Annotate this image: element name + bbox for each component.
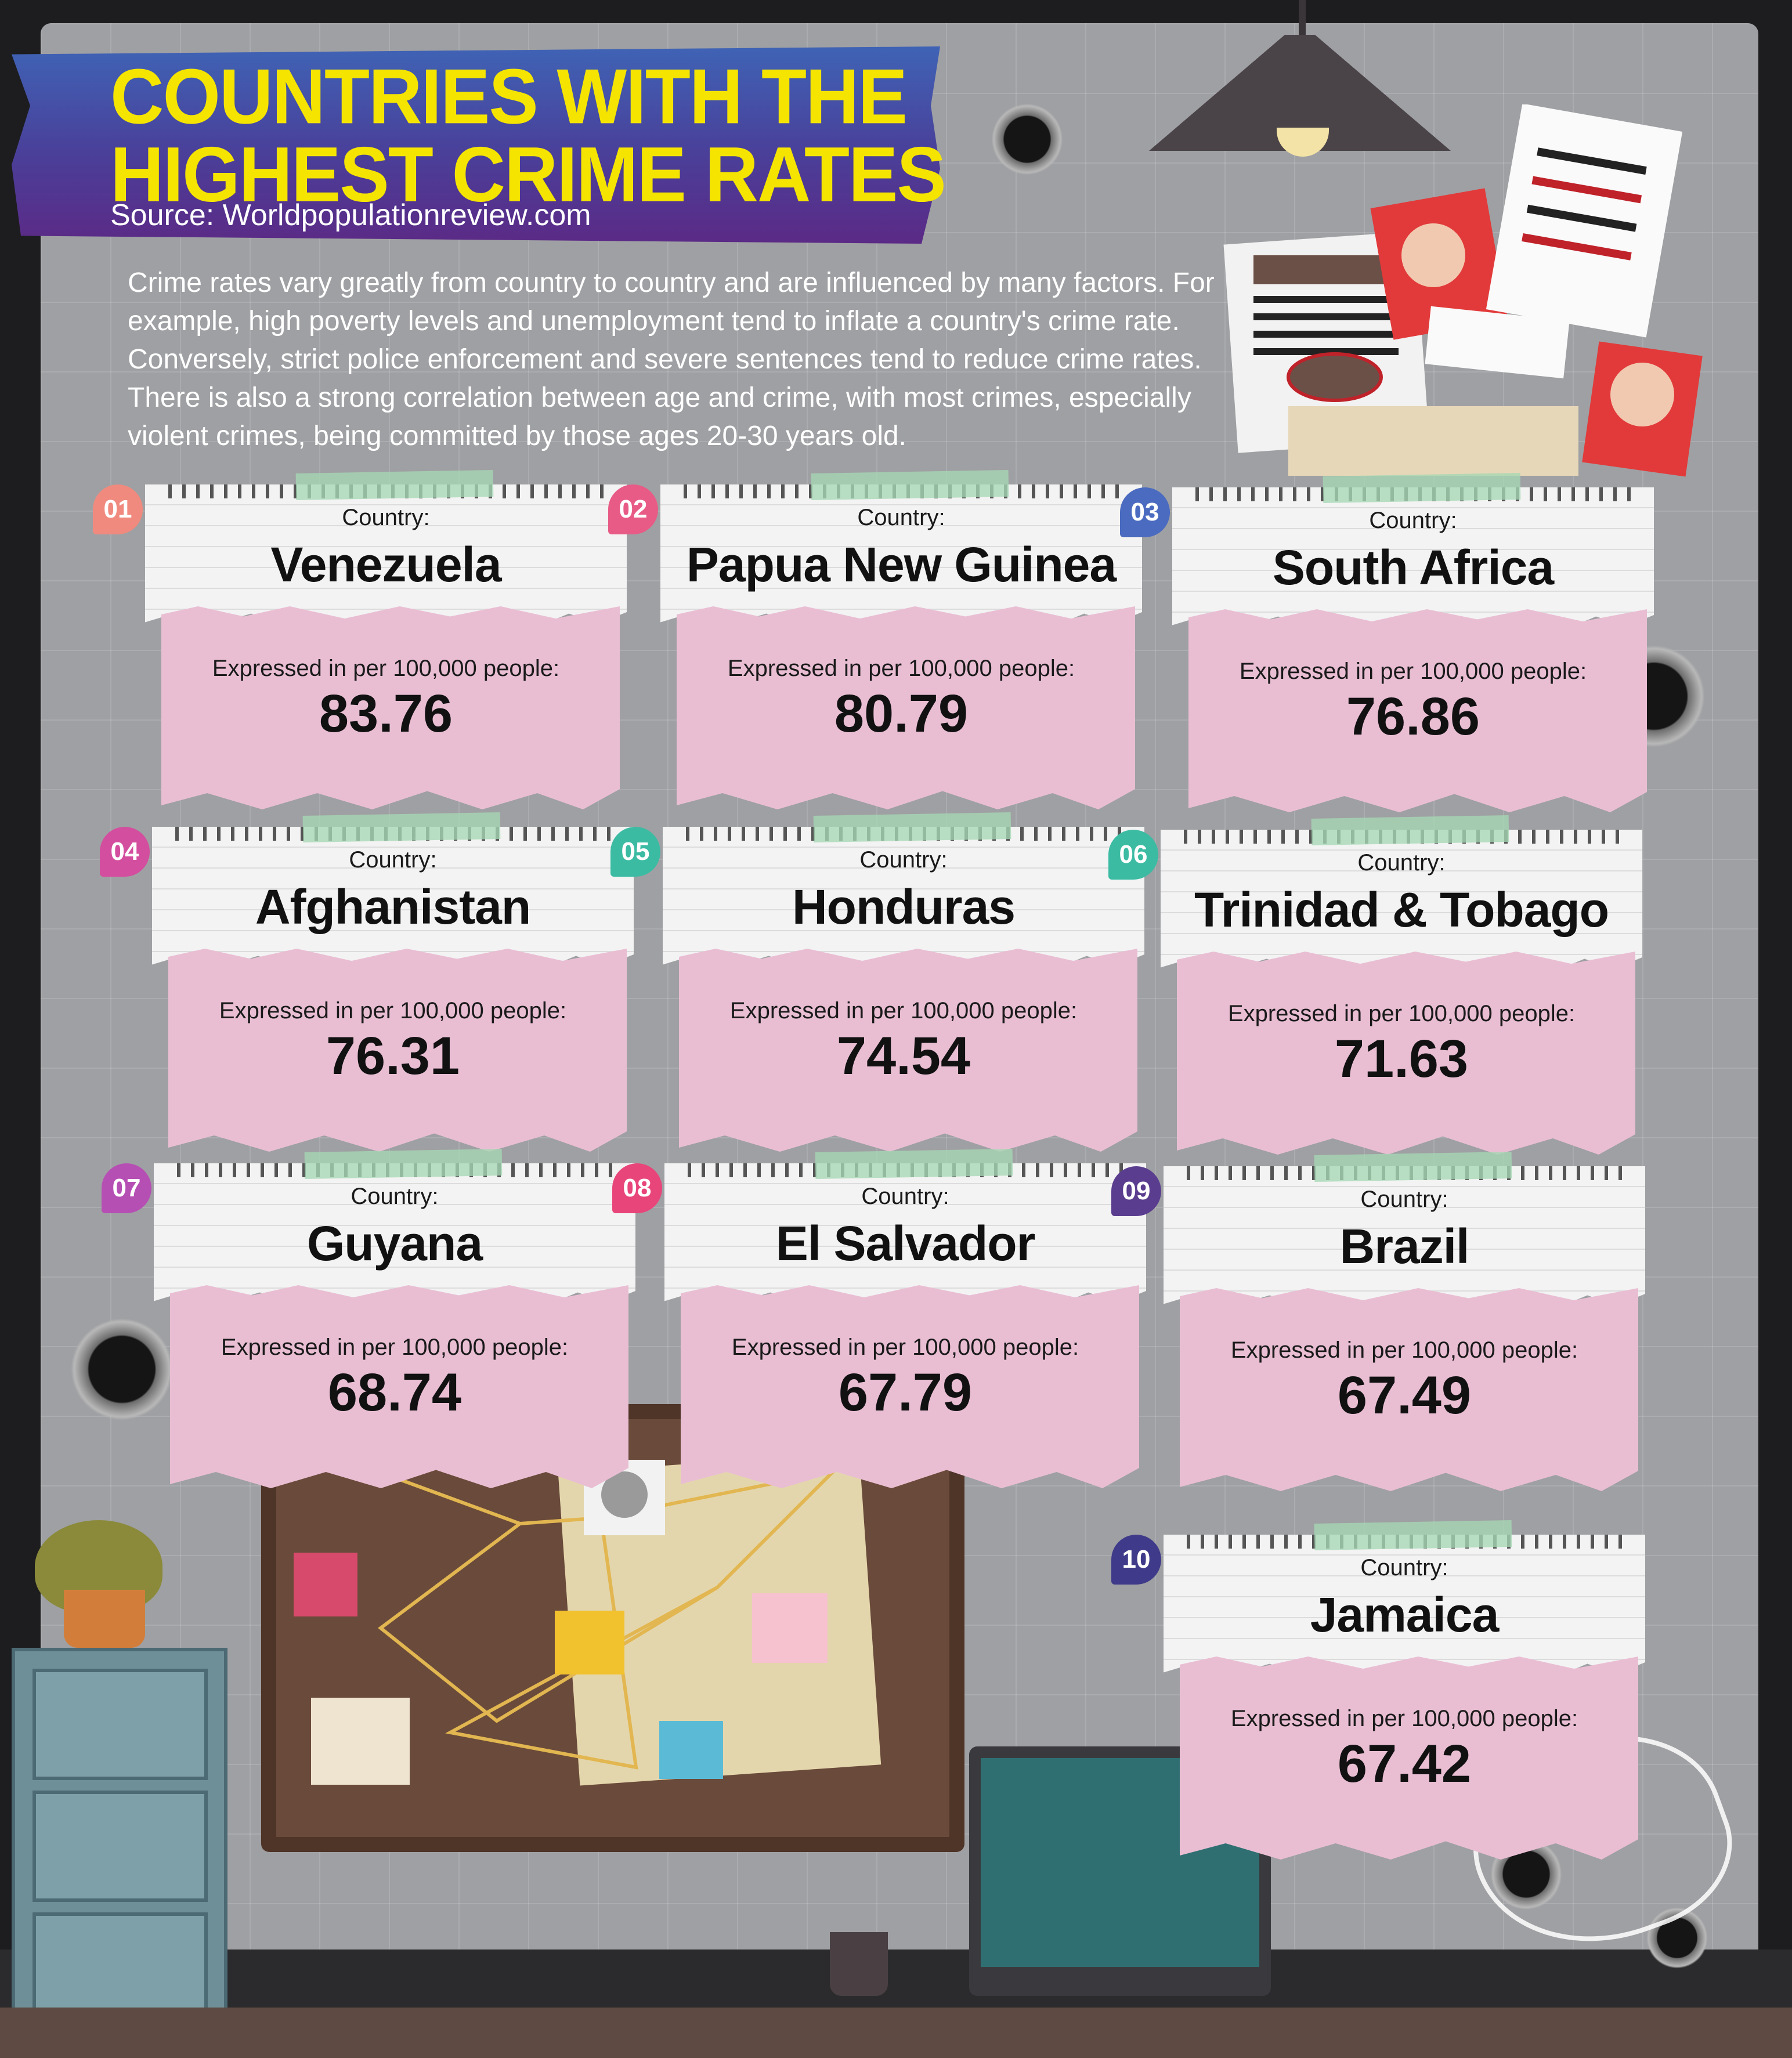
filing-cabinet-icon [12, 1648, 227, 2026]
country-name: Venezuela [270, 537, 501, 592]
page-title: COUNTRIES WITH THE HIGHEST CRIME RATES [110, 53, 946, 219]
rate-unit-label: Expressed in per 100,000 people: [221, 1334, 569, 1360]
plant-pot-icon [64, 1590, 145, 1648]
intro-paragraph: Crime rates vary greatly from country to… [128, 267, 1215, 451]
source-note: Source: Worldpopulationreview.com [110, 198, 591, 232]
bullet-hole-icon [987, 99, 1068, 180]
country-label: Country: [1360, 1555, 1448, 1580]
rank-badge: 07 [102, 1163, 151, 1213]
ranking-card: 07 Country: Guyana Expressed in per 100,… [102, 1149, 635, 1488]
rate-unit-label: Expressed in per 100,000 people: [1230, 1337, 1578, 1363]
rate-unit-label: Expressed in per 100,000 people: [731, 1334, 1079, 1360]
desk [0, 2008, 1792, 2058]
rank-badge: 01 [93, 484, 143, 534]
crime-rate-value: 71.63 [1334, 1029, 1469, 1088]
country-name: Honduras [792, 880, 1016, 934]
rank-badge: 02 [608, 484, 658, 534]
country-name: Jamaica [1310, 1587, 1500, 1642]
rank-badge: 09 [1111, 1166, 1161, 1216]
country-label: Country: [861, 1184, 949, 1209]
rate-unit-label: Expressed in per 100,000 people: [1227, 1001, 1576, 1026]
rate-unit-label: Expressed in per 100,000 people: [1230, 1706, 1578, 1731]
crime-rate-value: 76.86 [1346, 687, 1480, 746]
country-name: El Salvador [775, 1216, 1036, 1271]
rate-unit-label: Expressed in per 100,000 people: [727, 656, 1075, 681]
rank-badge: 06 [1108, 830, 1158, 880]
crime-rate-value: 76.31 [326, 1026, 460, 1086]
country-name: Brazil [1339, 1219, 1470, 1274]
country-label: Country: [859, 847, 948, 873]
rank-badge: 05 [610, 827, 660, 877]
coffee-mug-icon [830, 1932, 888, 1996]
ranking-card: 01 Country: Venezuela Expressed in per 1… [93, 470, 627, 809]
crime-rate-value: 67.49 [1337, 1366, 1472, 1425]
country-name: Afghanistan [255, 880, 531, 934]
evidence-strings-illustration [294, 1458, 839, 1785]
rate-unit-label: Expressed in per 100,000 people: [729, 998, 1078, 1023]
title-line-1: COUNTRIES WITH THE [110, 53, 908, 140]
crime-rate-value: 80.79 [834, 684, 969, 743]
rate-unit-label: Expressed in per 100,000 people: [1239, 659, 1587, 684]
ranking-card: 09 Country: Brazil Expressed in per 100,… [1111, 1152, 1645, 1491]
country-label: Country: [1369, 508, 1457, 533]
country-label: Country: [857, 505, 945, 530]
ranking-card: 10 Country: Jamaica Expressed in per 100… [1111, 1520, 1645, 1860]
country-name: South Africa [1272, 540, 1554, 595]
ranking-card: 03 Country: South Africa Expressed in pe… [1120, 473, 1654, 812]
bullet-hole-icon [1642, 1903, 1712, 1973]
crime-rate-value: 83.76 [319, 684, 453, 743]
case-documents-illustration [1223, 104, 1703, 477]
rank-badge: 10 [1111, 1535, 1161, 1585]
ranking-card: 08 Country: El Salvador Expressed in per… [612, 1149, 1146, 1488]
country-name: Papua New Guinea [686, 537, 1117, 592]
crime-rate-value: 67.42 [1337, 1734, 1472, 1793]
country-name: Guyana [306, 1216, 483, 1271]
crime-rate-value: 74.54 [836, 1026, 971, 1086]
ranking-card: 02 Country: Papua New Guinea Expressed i… [608, 470, 1142, 809]
rank-badge: 04 [100, 827, 150, 877]
title-line-2: HIGHEST CRIME RATES [110, 131, 946, 219]
country-label: Country: [1360, 1187, 1448, 1212]
ranking-card: 06 Country: Trinidad & Tobago Expressed … [1108, 815, 1642, 1155]
ranking-card: 04 Country: Afghanistan Expressed in per… [100, 812, 634, 1152]
ranking-card: 05 Country: Honduras Expressed in per 10… [610, 812, 1144, 1152]
country-label: Country: [342, 505, 430, 530]
bullet-hole-icon [64, 1311, 180, 1427]
rank-badge: 08 [612, 1163, 662, 1213]
country-label: Country: [349, 847, 437, 873]
rate-unit-label: Expressed in per 100,000 people: [219, 998, 567, 1023]
country-label: Country: [1357, 850, 1446, 876]
rate-unit-label: Expressed in per 100,000 people: [212, 656, 560, 681]
rank-badge: 03 [1120, 487, 1170, 537]
crime-rate-value: 68.74 [327, 1363, 462, 1422]
title-banner [12, 46, 940, 244]
country-name: Trinidad & Tobago [1194, 882, 1609, 937]
crime-rate-value: 67.79 [838, 1363, 973, 1422]
country-label: Country: [351, 1184, 439, 1209]
